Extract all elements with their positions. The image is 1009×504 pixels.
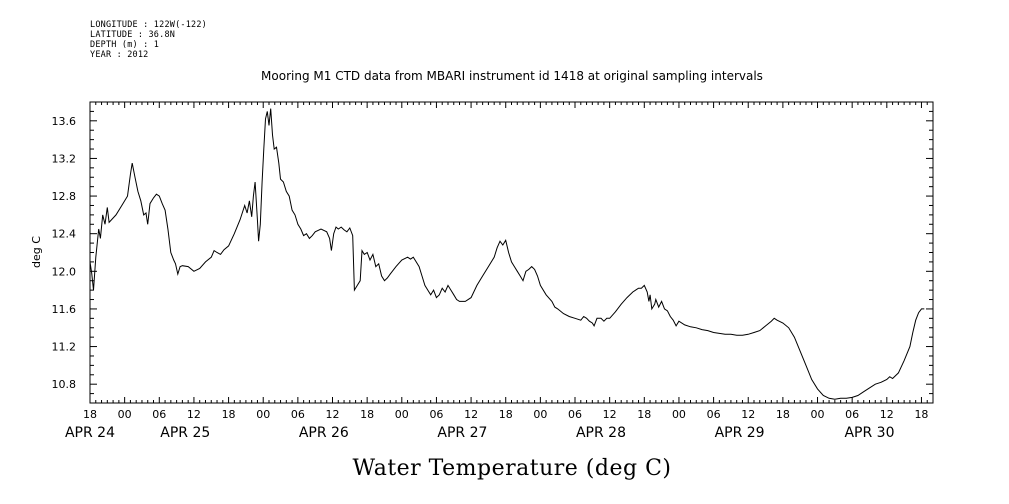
x-tick-label: 12 xyxy=(741,408,755,421)
x-tick-label: 18 xyxy=(222,408,236,421)
x-tick-label: 00 xyxy=(811,408,825,421)
y-tick-label: 11.6 xyxy=(52,303,77,316)
x-tick-label: 18 xyxy=(83,408,97,421)
date-label: APR 29 xyxy=(715,425,765,441)
x-tick-label: 18 xyxy=(776,408,790,421)
x-tick-label: 18 xyxy=(499,408,513,421)
metadata-longitude: LONGITUDE : 122W(-122) xyxy=(90,20,207,30)
y-axis-labels: 10.8 11.2 11.6 12.0 12.4 12.8 13.2 13.6 xyxy=(52,115,77,391)
x-axis-label: Water Temperature (deg C) xyxy=(353,456,672,481)
date-label: APR 30 xyxy=(844,425,894,441)
y-tick-label: 13.6 xyxy=(52,115,77,128)
date-label: APR 28 xyxy=(576,425,626,441)
chart-title: Mooring M1 CTD data from MBARI instrumen… xyxy=(261,69,763,83)
temperature-series-line xyxy=(89,108,925,400)
date-label: APR 26 xyxy=(299,425,349,441)
y-tick-label: 12.4 xyxy=(52,228,77,241)
x-tick-label: 18 xyxy=(914,408,928,421)
x-tick-label: 00 xyxy=(118,408,132,421)
x-tick-label: 12 xyxy=(187,408,201,421)
y-tick-label: 12.8 xyxy=(52,190,77,203)
y-tick-label: 10.8 xyxy=(52,378,77,391)
x-tick-label: 00 xyxy=(395,408,409,421)
date-labels: APR 24 APR 25 APR 26 APR 27 APR 28 APR 29 APR … xyxy=(65,425,895,441)
metadata-latitude: LATITUDE : 36.8N xyxy=(90,30,176,40)
x-tick-label: 06 xyxy=(707,408,721,421)
date-label: APR 27 xyxy=(437,425,487,441)
x-tick-label: 06 xyxy=(429,408,443,421)
x-tick-label: 06 xyxy=(291,408,305,421)
x-tick-label: 06 xyxy=(568,408,582,421)
y-tick-label: 13.2 xyxy=(52,152,77,165)
x-tick-label: 00 xyxy=(533,408,547,421)
x-tick-label: 12 xyxy=(464,408,478,421)
y-tick-label: 12.0 xyxy=(52,265,77,278)
x-tick-label: 06 xyxy=(845,408,859,421)
y-tick-label: 11.2 xyxy=(52,341,77,354)
x-tick-label: 06 xyxy=(152,408,166,421)
metadata-block: LONGITUDE : 122W(-122) LATITUDE : 36.8N … xyxy=(90,20,207,60)
x-tick-label: 18 xyxy=(360,408,374,421)
x-tick-label: 18 xyxy=(637,408,651,421)
x-tick-label: 00 xyxy=(256,408,270,421)
x-tick-label: 12 xyxy=(880,408,894,421)
date-label: APR 25 xyxy=(160,425,210,441)
axis-ticks xyxy=(89,101,934,404)
x-axis-labels: 18 00 06 12 18 00 06 12 18 00 06 12 18 00 06 12 18 00 06 12… xyxy=(83,408,928,421)
metadata-depth: DEPTH (m) : 1 xyxy=(90,40,160,50)
metadata-year: YEAR : 2012 xyxy=(90,50,149,60)
y-axis-label: deg C xyxy=(30,236,43,268)
x-tick-label: 12 xyxy=(603,408,617,421)
x-tick-label: 12 xyxy=(326,408,340,421)
date-label: APR 24 xyxy=(65,425,115,441)
x-tick-label: 00 xyxy=(672,408,686,421)
